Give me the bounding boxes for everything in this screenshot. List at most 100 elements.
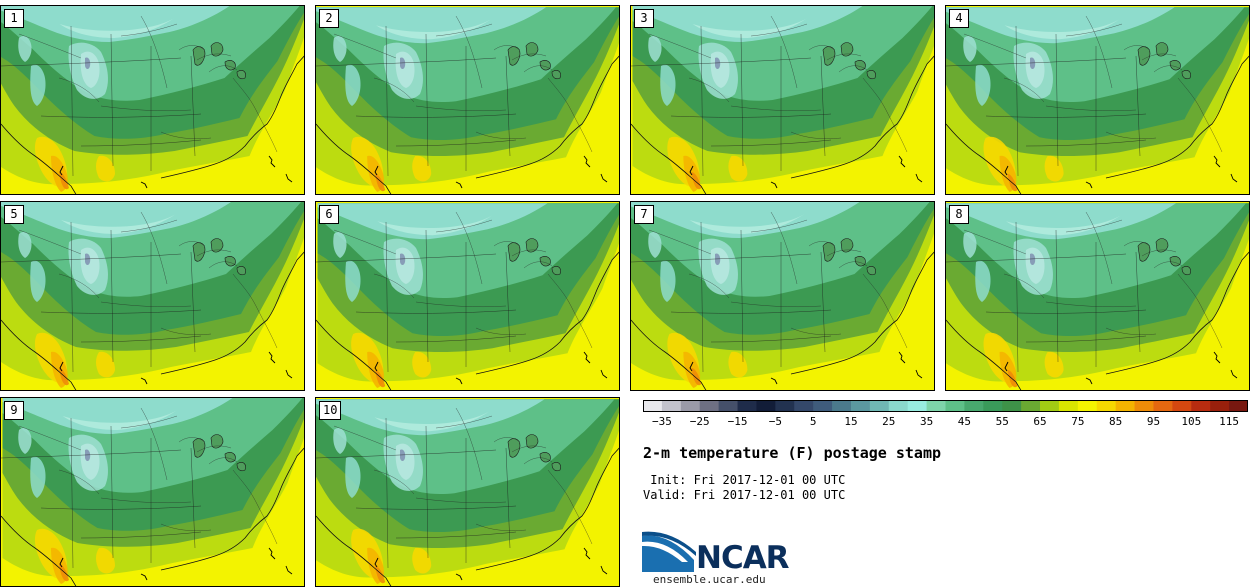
terrain-relief — [400, 57, 406, 69]
colorbar-swatch — [643, 400, 663, 412]
colorbar-tick-label: 95 — [1146, 415, 1161, 428]
terrain-relief — [975, 260, 991, 302]
map-boundary — [196, 249, 232, 257]
map-boundary — [373, 273, 415, 299]
colorbar-swatch — [1096, 400, 1117, 412]
coastal-feature — [1085, 377, 1093, 385]
map-boundary — [1153, 261, 1183, 269]
state-borders — [316, 221, 517, 373]
warm-region — [728, 155, 748, 182]
state-borders — [1, 417, 202, 569]
temperature-band — [946, 203, 1176, 240]
state-borders — [1, 25, 202, 177]
colorbar-swatch — [926, 400, 946, 412]
site-url[interactable]: ensemble.ucar.edu — [653, 573, 766, 586]
member-9-stamp[interactable]: 9 — [0, 397, 305, 587]
map-boundary — [493, 241, 521, 247]
map-boundary — [196, 445, 232, 453]
map-boundary — [140, 407, 168, 481]
map-boundary — [196, 53, 232, 61]
great-lakes — [192, 434, 246, 472]
coastline — [946, 251, 1249, 390]
member-7-stamp[interactable]: 7 — [630, 201, 935, 391]
map-boundary — [1065, 219, 1123, 233]
state-borders — [946, 221, 1147, 373]
member-6-stamp[interactable]: 6 — [315, 201, 620, 391]
map-boundary — [18, 425, 82, 451]
map-boundary — [790, 131, 842, 139]
map-boundary — [435, 219, 493, 233]
colorbar-swatch — [1002, 400, 1022, 412]
ncar-logo-icon — [642, 531, 696, 572]
map-boundary — [511, 249, 547, 257]
coastal-feature — [140, 181, 148, 189]
terrain-relief — [963, 232, 977, 258]
map-boundary — [1123, 45, 1151, 51]
member-label: 5 — [4, 205, 24, 224]
map-boundary — [140, 15, 168, 89]
great-lakes — [1137, 238, 1191, 276]
ncar-logo-text: NCAR — [696, 540, 790, 576]
map-boundary — [178, 45, 206, 51]
map-boundary — [100, 301, 192, 307]
temperature-map — [946, 6, 1249, 194]
map-boundary — [455, 407, 483, 481]
map-boundary — [333, 33, 397, 59]
map-boundary — [140, 211, 168, 285]
temperature-map — [316, 398, 619, 586]
temperature-band — [1, 6, 230, 42]
warm-region — [728, 351, 748, 378]
map-boundary — [688, 77, 730, 103]
member-1-stamp[interactable]: 1 — [0, 5, 305, 195]
warm-region — [1044, 155, 1064, 182]
member-3-stamp[interactable]: 3 — [630, 5, 935, 195]
map-boundary — [547, 469, 593, 545]
map-boundary — [415, 105, 507, 111]
state-borders — [946, 25, 1147, 177]
member-label: 2 — [319, 9, 339, 28]
coastal-feature — [1230, 369, 1238, 379]
map-boundary — [1177, 77, 1223, 153]
colorbar-swatch — [680, 400, 701, 412]
terrain-relief — [85, 57, 91, 69]
map-boundary — [1105, 327, 1157, 335]
terrain-relief — [333, 428, 347, 454]
member-label: 4 — [949, 9, 969, 28]
member-5-stamp[interactable]: 5 — [0, 201, 305, 391]
member-2-stamp[interactable]: 2 — [315, 5, 620, 195]
map-boundary — [1003, 273, 1045, 299]
member-label: 3 — [634, 9, 654, 28]
member-10-stamp[interactable]: 10 — [315, 397, 620, 587]
colorbar-swatch — [756, 400, 776, 412]
member-label: 9 — [4, 401, 24, 420]
map-boundary — [58, 469, 100, 495]
colorbar-tick-label: 15 — [844, 415, 858, 428]
map-boundary — [730, 301, 822, 307]
coastline — [1, 447, 304, 586]
coastal-feature — [915, 369, 923, 379]
init-time: Init: Fri 2017-12-01 00 UTC — [643, 473, 846, 487]
terrain-relief — [648, 232, 662, 258]
map-boundary — [547, 273, 593, 349]
member-4-stamp[interactable]: 4 — [945, 5, 1250, 195]
map-boundary — [862, 77, 908, 153]
member-8-stamp[interactable]: 8 — [945, 201, 1250, 391]
colorbar-swatch — [1172, 400, 1192, 412]
map-boundary — [511, 53, 547, 61]
state-borders — [1, 221, 202, 373]
state-borders — [316, 25, 517, 177]
map-boundary — [1141, 249, 1177, 257]
warm-region — [96, 351, 115, 378]
map-boundary — [1153, 65, 1183, 73]
coastline — [316, 55, 619, 194]
terrain-relief — [400, 253, 406, 265]
map-boundary — [1085, 15, 1113, 89]
temperature-map — [1, 6, 304, 194]
valid-time: Valid: Fri 2017-12-01 00 UTC — [643, 488, 846, 502]
member-label: 7 — [634, 205, 654, 224]
state-borders — [631, 221, 832, 373]
coastal-feature — [59, 557, 64, 568]
colorbar-swatch — [718, 400, 738, 412]
terrain-relief — [1030, 57, 1036, 69]
map-boundary — [1065, 23, 1123, 37]
